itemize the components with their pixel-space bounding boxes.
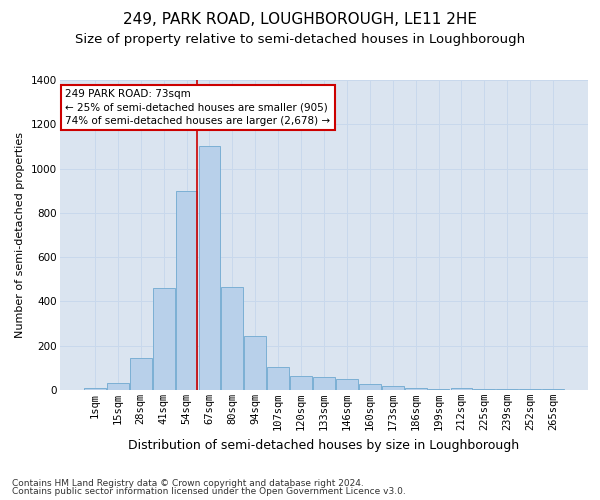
Bar <box>405 388 427 390</box>
Bar <box>473 389 495 390</box>
Bar <box>313 376 335 390</box>
Bar <box>451 388 472 390</box>
Bar <box>221 287 243 390</box>
Bar <box>107 384 128 390</box>
Bar <box>176 190 197 390</box>
Bar <box>244 336 266 390</box>
Bar <box>336 379 358 390</box>
Bar <box>267 367 289 390</box>
Bar <box>542 389 564 390</box>
Bar <box>199 146 220 390</box>
Bar <box>428 389 449 390</box>
Text: Contains public sector information licensed under the Open Government Licence v3: Contains public sector information licen… <box>12 487 406 496</box>
Text: 249, PARK ROAD, LOUGHBOROUGH, LE11 2HE: 249, PARK ROAD, LOUGHBOROUGH, LE11 2HE <box>123 12 477 28</box>
Bar <box>359 384 381 390</box>
Bar <box>496 389 518 390</box>
Bar <box>520 389 541 390</box>
Bar <box>84 388 106 390</box>
Text: Size of property relative to semi-detached houses in Loughborough: Size of property relative to semi-detach… <box>75 32 525 46</box>
Text: 249 PARK ROAD: 73sqm
← 25% of semi-detached houses are smaller (905)
74% of semi: 249 PARK ROAD: 73sqm ← 25% of semi-detac… <box>65 90 331 126</box>
Bar <box>153 288 175 390</box>
Text: Contains HM Land Registry data © Crown copyright and database right 2024.: Contains HM Land Registry data © Crown c… <box>12 478 364 488</box>
Y-axis label: Number of semi-detached properties: Number of semi-detached properties <box>16 132 25 338</box>
Bar <box>130 358 152 390</box>
Bar <box>382 386 404 390</box>
X-axis label: Distribution of semi-detached houses by size in Loughborough: Distribution of semi-detached houses by … <box>128 438 520 452</box>
Bar <box>290 376 312 390</box>
